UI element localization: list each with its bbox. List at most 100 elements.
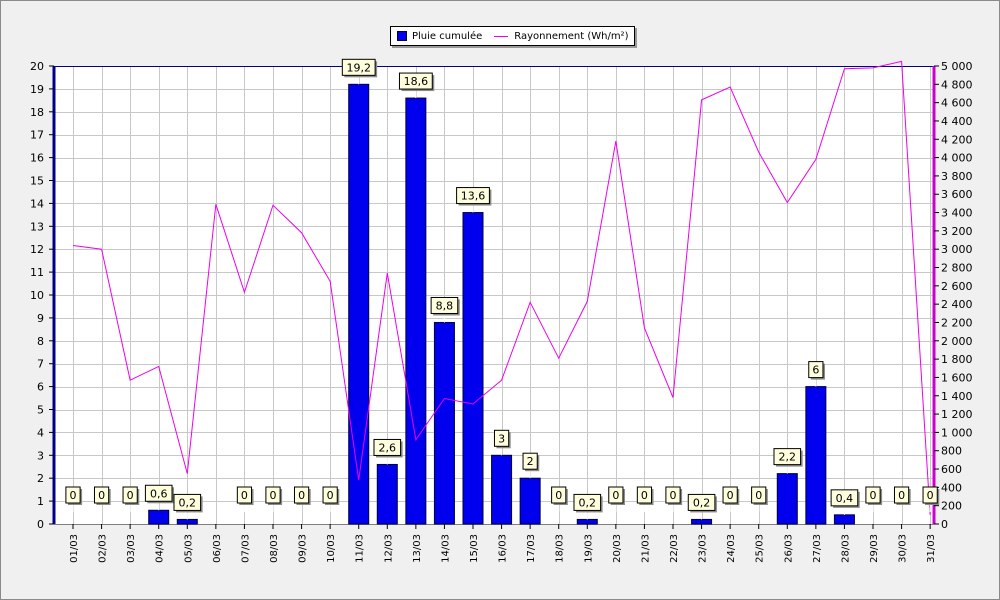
x-axis-tick-label: 18/03 <box>555 534 566 563</box>
bar <box>148 509 170 525</box>
x-axis-tick-label: 31/03 <box>926 534 937 563</box>
bar-data-label-text: 2,6 <box>379 441 397 454</box>
bar-data-label-box <box>122 486 138 504</box>
right-axis-tick-label: 4 600 <box>941 97 973 110</box>
bar-data-label-box <box>173 493 202 511</box>
bar-data-label: 0 <box>236 486 254 512</box>
bar-data-label: 0 <box>293 486 311 512</box>
bar-data-label-box <box>551 486 567 504</box>
left-axis-tick-label: 8 <box>37 335 44 348</box>
bar-data-labels: 0 0 0 0,6 0,2 0 0 0 0 19,2 2,6 18,6 8,8 13,6 3 2 0 0,2 0 0 0… <box>65 58 940 520</box>
x-axis-tick-label: 21/03 <box>640 534 651 563</box>
bar-data-label: 0 <box>322 486 340 512</box>
bar-data-label-text: 6 <box>812 364 819 377</box>
right-axis-tick-label: 1 200 <box>941 408 973 421</box>
right-axis-tick-label: 5 000 <box>941 60 973 73</box>
legend-label-radiation: Rayonnement (Wh/m²) <box>514 30 629 42</box>
left-axis-tick-label: 9 <box>37 312 44 325</box>
bar-data-label: 0 <box>665 486 683 512</box>
x-axis-tick-label: 15/03 <box>469 534 480 563</box>
right-axis-tick-label: 3 000 <box>941 243 973 256</box>
bar-data-label-box <box>573 493 602 511</box>
right-axis-tick-label: 600 <box>941 463 962 476</box>
bar <box>348 83 370 525</box>
bar <box>833 514 855 525</box>
bar-data-label: 0,2 <box>687 493 717 520</box>
bar-data-label-text: 0 <box>612 489 619 502</box>
x-axis-tick-label: 02/03 <box>98 534 109 563</box>
bar-data-label: 0 <box>122 486 140 512</box>
right-axis-tick-label: 1 800 <box>941 353 973 366</box>
left-axis-tick-label: 2 <box>37 472 44 485</box>
bar-data-label-box <box>322 486 338 504</box>
bar-data-label: 0,2 <box>173 493 203 520</box>
legend-label-rain: Pluie cumulée <box>412 30 483 42</box>
x-axis-tick-label: 22/03 <box>669 534 680 563</box>
x-axis-tick-label: 19/03 <box>583 534 594 563</box>
bar-data-label-text: 0,6 <box>150 487 168 500</box>
bar-data-label: 0 <box>893 486 911 512</box>
left-axis-tick-label: 3 <box>37 449 44 462</box>
left-axis-tick-label: 1 <box>37 495 44 508</box>
right-axis-tick-label: 0 <box>941 518 948 531</box>
left-axis-tick-label: 7 <box>37 358 44 371</box>
bar <box>805 386 827 525</box>
legend-item-radiation: Rayonnement (Wh/m²) <box>494 31 628 42</box>
x-axis-tick-label: 17/03 <box>526 534 537 563</box>
bar-data-label: 8,8 <box>430 296 460 323</box>
bar-data-label: 3 <box>493 429 511 456</box>
bar-data-label-box <box>922 486 938 504</box>
bar-data-label-box <box>665 486 681 504</box>
x-axis-tick-label: 07/03 <box>240 534 251 563</box>
left-axis-tick-label: 20 <box>30 60 44 73</box>
bar-data-label-text: 0 <box>641 489 648 502</box>
bar-data-label-box <box>65 486 81 504</box>
bar-data-label: 0,4 <box>830 489 860 515</box>
x-axis-tick-label: 29/03 <box>869 534 880 563</box>
bar-data-label: 0 <box>922 486 940 512</box>
bar-data-label-text: 0 <box>298 489 305 502</box>
right-axis-tick-label: 1 000 <box>941 426 973 439</box>
bar-data-label-box <box>144 484 173 502</box>
x-axis-tick-label: 26/03 <box>783 534 794 563</box>
bar-data-label-text: 19,2 <box>346 61 371 74</box>
x-axis-tick-label: 27/03 <box>812 534 823 563</box>
bar-data-label-box <box>430 296 459 314</box>
bar-data-label: 0,6 <box>144 484 175 511</box>
bar-data-label: 0 <box>551 486 568 512</box>
left-axis-tick-label: 13 <box>30 220 44 233</box>
bar-data-label-box <box>687 493 716 511</box>
bar-data-label-box <box>341 58 376 76</box>
bar-data-label-box <box>93 486 110 504</box>
legend-swatch-radiation <box>494 35 509 37</box>
bar-data-label-box <box>830 489 859 507</box>
bar-data-label: 0 <box>865 486 883 512</box>
left-axis-tick-label: 14 <box>30 197 44 210</box>
bar-data-label-box <box>773 448 802 466</box>
bar-data-label-text: 0 <box>70 489 77 502</box>
bar-data-label-box <box>522 452 538 470</box>
bar-data-label-text: 0,2 <box>693 496 711 509</box>
bar-data-label-text: 0 <box>98 489 105 502</box>
bar-data-label-text: 0 <box>927 489 934 502</box>
right-axis-tick-label: 2 600 <box>941 280 973 293</box>
bar-data-label-text: 0 <box>555 489 562 502</box>
x-axis-tick-label: 16/03 <box>498 534 509 563</box>
left-axis-tick-label: 12 <box>30 243 44 256</box>
right-axis-tick-label: 2 200 <box>941 316 973 329</box>
bar <box>576 518 598 525</box>
line-series-radiation <box>72 60 931 515</box>
bar-data-label-text: 0,2 <box>179 496 197 509</box>
right-axis-tick-label: 3 800 <box>941 170 973 183</box>
bar-data-label: 0,2 <box>573 493 603 520</box>
legend-item-rain: Pluie cumulée <box>397 31 482 42</box>
bar-data-label-box <box>293 486 310 504</box>
x-axis-tick-label: 09/03 <box>298 534 309 563</box>
x-axis-tick-label: 13/03 <box>412 534 423 563</box>
right-axis-tick-label: 200 <box>941 500 962 513</box>
x-axis-tick-label: 04/03 <box>155 534 166 563</box>
bar-data-label-text: 0 <box>670 489 677 502</box>
left-axis-tick-label: 0 <box>37 518 44 531</box>
x-axis-tick-label: 20/03 <box>612 534 623 563</box>
x-axis-tick-label: 14/03 <box>440 534 451 563</box>
